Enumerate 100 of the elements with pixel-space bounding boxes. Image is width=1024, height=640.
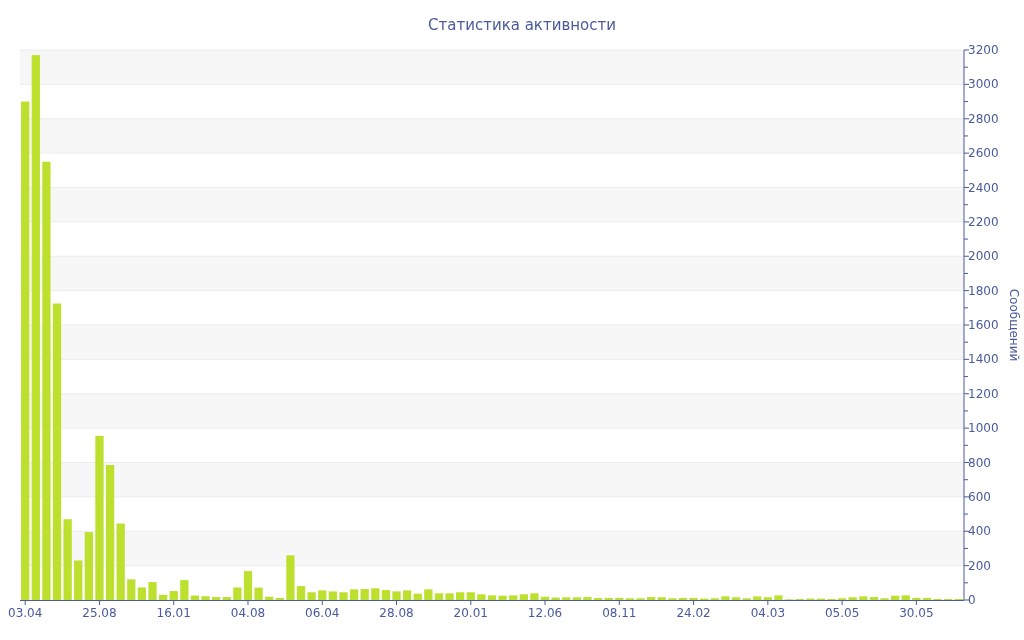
bar	[349, 589, 359, 600]
bar	[562, 597, 571, 600]
bar	[848, 597, 857, 600]
bar	[233, 587, 242, 600]
bar	[371, 588, 380, 600]
bar	[180, 580, 189, 600]
y-tick-label: 2800	[968, 111, 999, 126]
bar	[922, 597, 932, 600]
y-tick-label: 3000	[968, 77, 999, 92]
x-tick-label: 06.04	[305, 606, 340, 620]
bar	[753, 596, 762, 600]
y-tick-label: 800	[968, 455, 991, 470]
x-tick-label: 16.01	[156, 606, 191, 620]
bar	[615, 597, 624, 600]
y-tick-label: 400	[968, 524, 991, 539]
bar	[328, 591, 337, 600]
bar	[912, 597, 921, 600]
bar	[456, 592, 465, 600]
x-tick-label: 08.11	[602, 606, 637, 620]
x-tick-label: 04.03	[750, 606, 786, 620]
bar	[413, 593, 422, 600]
bar	[95, 435, 104, 600]
bar	[731, 597, 741, 600]
bar	[583, 597, 592, 600]
bar	[21, 101, 30, 600]
bar	[116, 523, 125, 600]
bar	[498, 595, 507, 600]
y-tick-label: 0	[968, 593, 976, 607]
bar	[243, 571, 253, 600]
x-tick-label: 28.08	[379, 606, 414, 620]
bar	[212, 597, 221, 600]
bar	[509, 595, 518, 600]
bar	[339, 592, 348, 600]
bar	[137, 587, 147, 600]
bar	[381, 590, 391, 600]
y-tick-label: 600	[968, 489, 991, 504]
y-tick-label: 1000	[968, 421, 999, 436]
y-tick-label: 2400	[968, 180, 999, 195]
y-tick-label: 2000	[968, 249, 999, 264]
x-tick-label: 20.01	[453, 606, 488, 620]
bar	[127, 579, 136, 600]
y-tick-label: 1600	[968, 318, 999, 332]
bar	[466, 592, 475, 600]
bar	[222, 597, 231, 600]
bar	[148, 582, 157, 600]
bar	[519, 594, 528, 600]
bar	[901, 595, 910, 600]
bar	[477, 594, 486, 600]
x-tick-label: 24.02	[676, 606, 711, 620]
x-tick-label: 12.06	[527, 606, 563, 620]
bar	[445, 593, 454, 600]
x-tick-label: 03.04	[8, 606, 43, 620]
y-tick-label: 200	[968, 558, 991, 573]
bar	[721, 596, 730, 600]
x-tick-label: 30.05	[899, 606, 934, 620]
bar	[392, 591, 401, 600]
bar	[487, 595, 497, 600]
bar	[296, 586, 306, 600]
x-tick-label: 05.05	[824, 606, 860, 620]
bar	[31, 55, 40, 600]
bar	[105, 465, 115, 600]
bar	[318, 590, 327, 600]
y-tick-label: 2200	[968, 214, 999, 229]
y-tick-label: 2600	[968, 146, 999, 161]
bar	[859, 596, 868, 600]
bar	[572, 597, 582, 600]
bar	[360, 589, 369, 600]
bar	[74, 560, 83, 600]
bar	[201, 596, 210, 600]
bar	[307, 592, 316, 600]
bar	[254, 587, 263, 600]
bar	[869, 597, 879, 600]
bar	[42, 161, 51, 600]
bar	[434, 593, 444, 600]
bar	[402, 590, 412, 600]
bar	[84, 532, 93, 600]
y-axis-title: Сообщений	[1007, 288, 1021, 362]
bar	[593, 597, 603, 600]
bar	[52, 303, 62, 600]
bar	[158, 594, 168, 600]
bar	[774, 595, 783, 600]
bar	[647, 597, 656, 600]
bar	[657, 597, 666, 600]
x-tick-label: 04.08	[230, 606, 266, 620]
bar	[286, 555, 295, 600]
y-tick-label: 1400	[968, 352, 999, 367]
bar	[169, 591, 178, 600]
bar	[763, 597, 772, 600]
y-tick-label: 1800	[968, 283, 999, 298]
chart-title: Статистика активности	[428, 16, 616, 34]
bar	[678, 597, 688, 600]
bar	[530, 593, 539, 600]
y-tick-label: 1200	[968, 386, 999, 401]
bar	[604, 597, 613, 600]
y-tick-label: 3200	[968, 43, 999, 57]
x-tick-label: 25.08	[82, 606, 117, 620]
bar	[63, 519, 72, 600]
bar	[689, 597, 698, 600]
bar	[424, 589, 433, 600]
bar	[275, 597, 284, 600]
